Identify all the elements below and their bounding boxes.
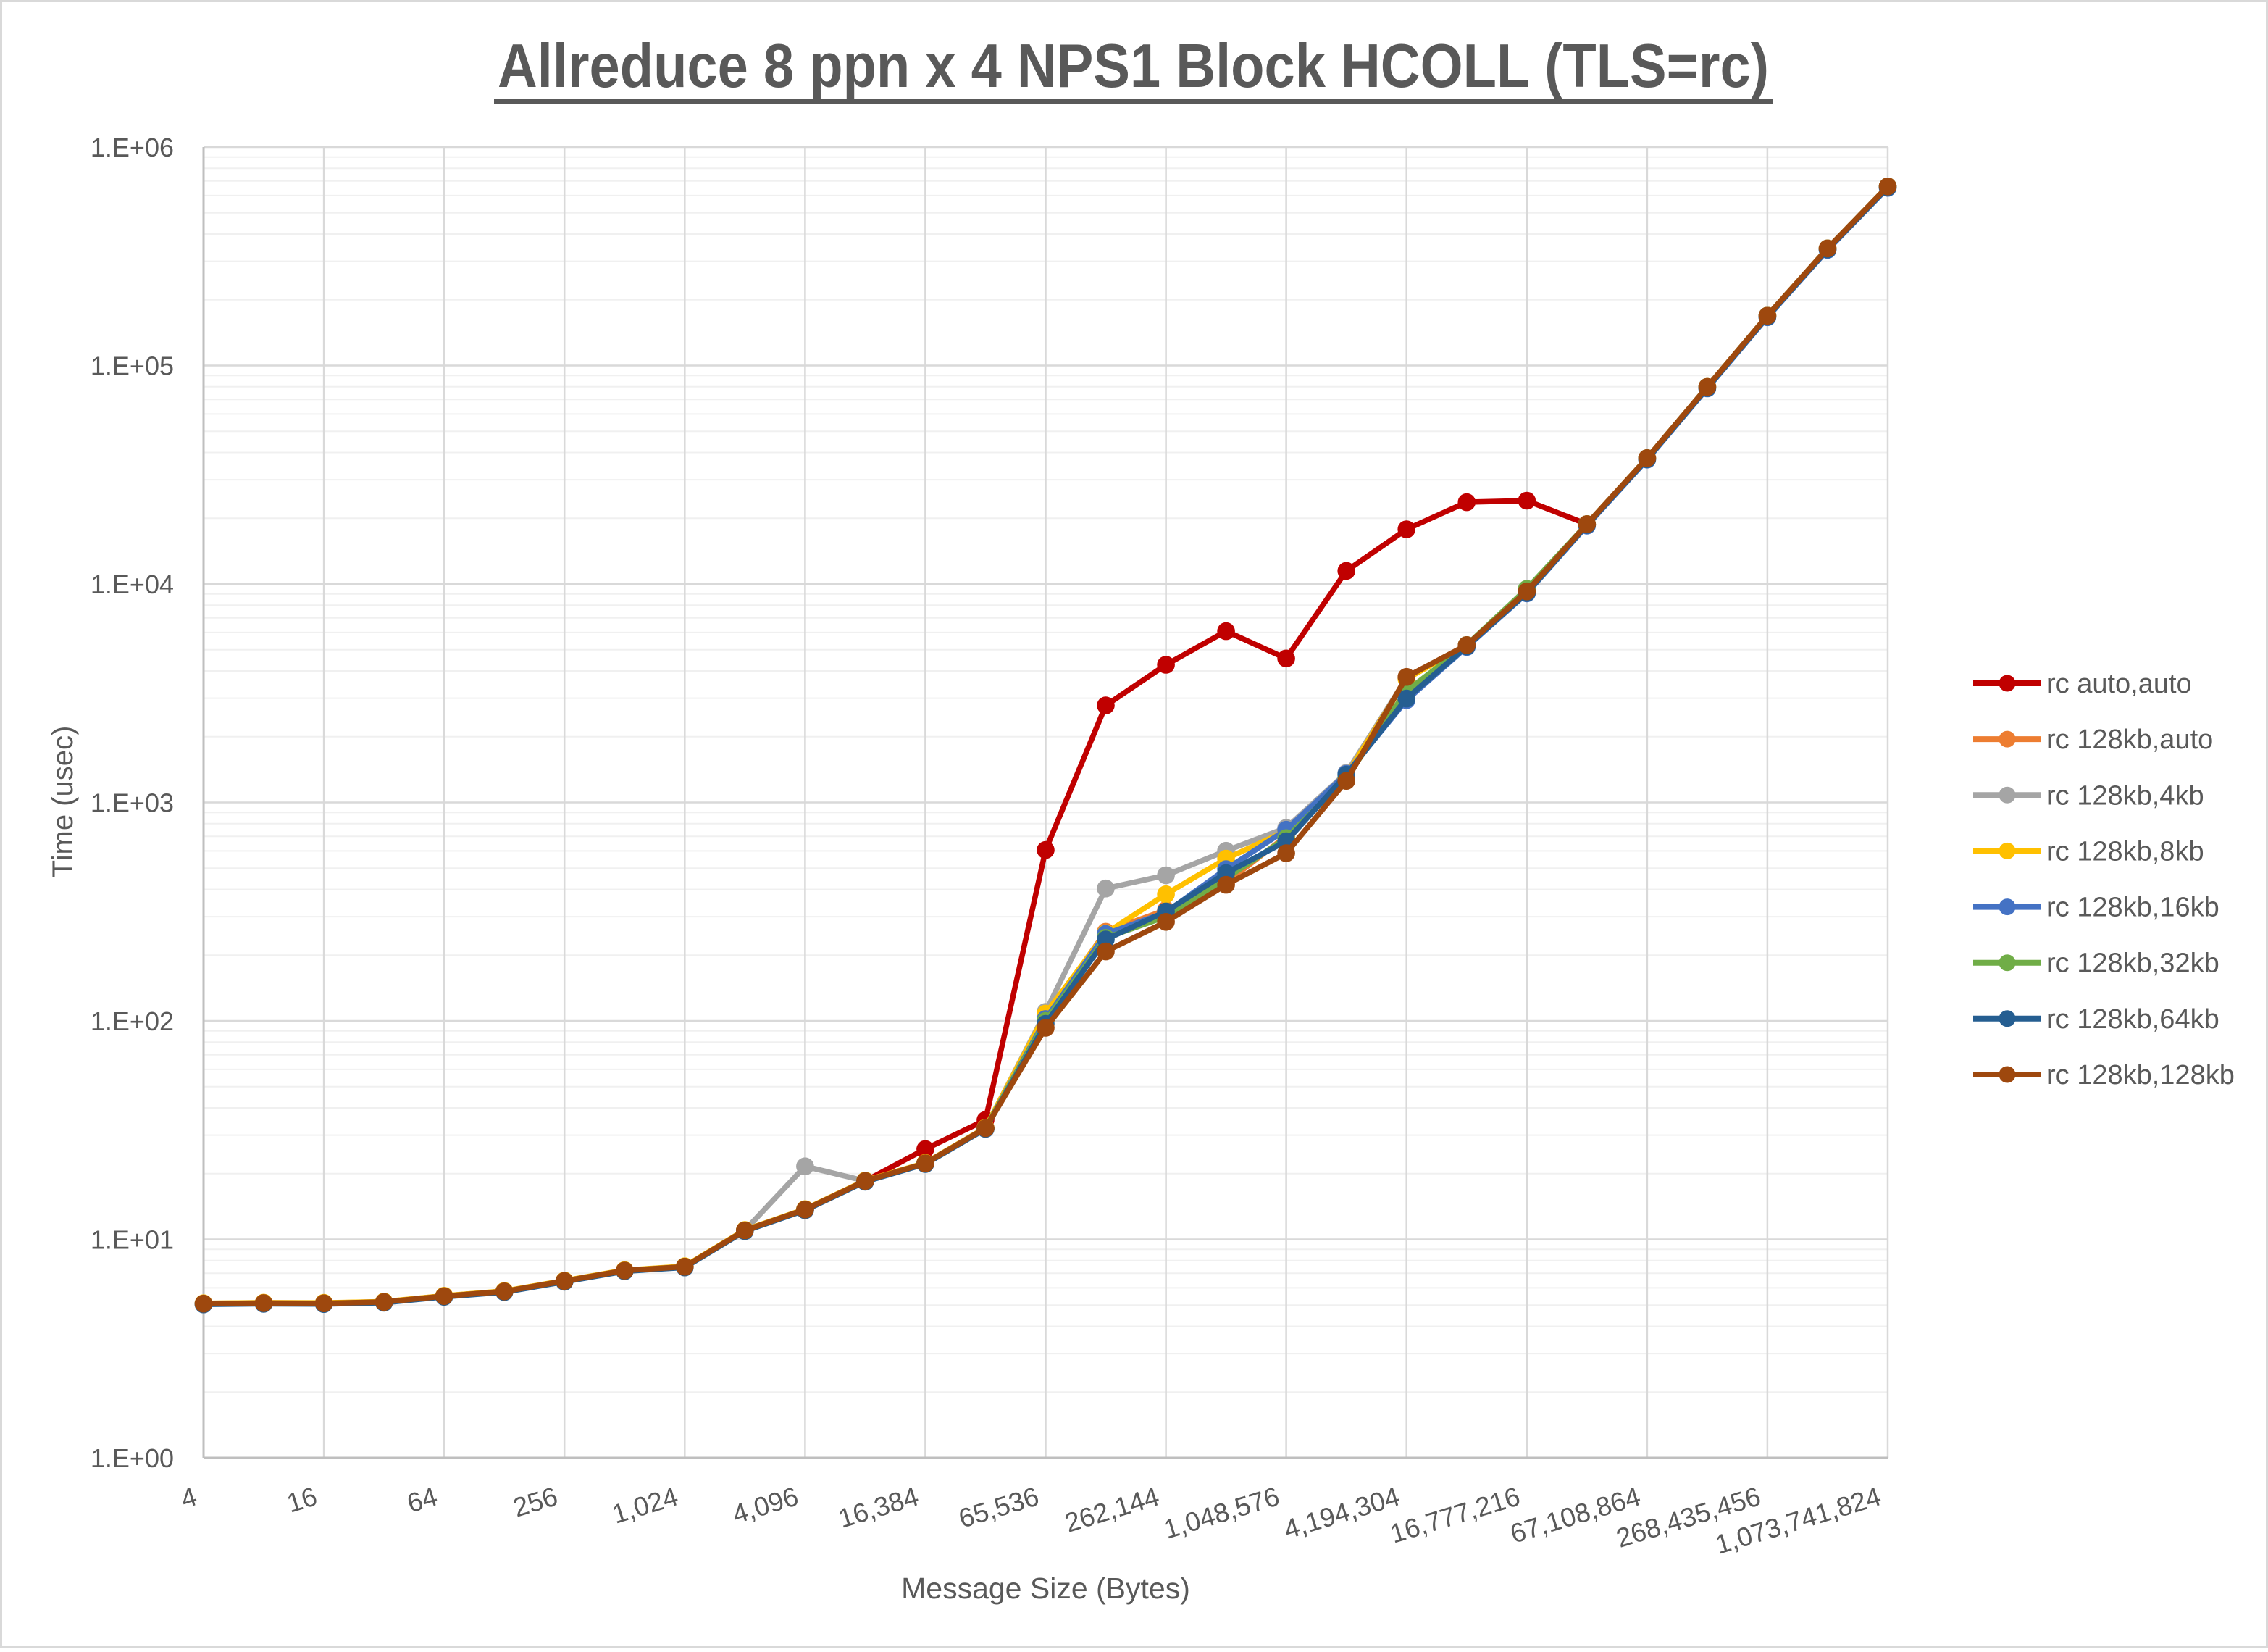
svg-text:1.E+04: 1.E+04 xyxy=(91,570,174,599)
svg-text:1.E+00: 1.E+00 xyxy=(91,1443,174,1473)
svg-text:rc auto,auto: rc auto,auto xyxy=(2046,669,2192,699)
svg-text:rc 128kb,4kb: rc 128kb,4kb xyxy=(2046,780,2204,811)
svg-text:rc 128kb,128kb: rc 128kb,128kb xyxy=(2046,1060,2235,1090)
svg-text:rc 128kb,32kb: rc 128kb,32kb xyxy=(2046,948,2219,979)
svg-text:rc 128kb,8kb: rc 128kb,8kb xyxy=(2046,836,2204,867)
svg-text:1.E+01: 1.E+01 xyxy=(91,1225,174,1255)
svg-text:1.E+02: 1.E+02 xyxy=(91,1006,174,1036)
svg-text:1.E+06: 1.E+06 xyxy=(91,133,174,162)
svg-text:Message Size (Bytes): Message Size (Bytes) xyxy=(901,1572,1190,1605)
svg-text:Allreduce 8 ppn x 4 NPS1 Block: Allreduce 8 ppn x 4 NPS1 Block HCOLL (TL… xyxy=(498,32,1769,101)
svg-text:rc 128kb,auto: rc 128kb,auto xyxy=(2046,725,2213,755)
svg-text:Time (usec): Time (usec) xyxy=(47,726,79,878)
svg-text:1.E+03: 1.E+03 xyxy=(91,788,174,818)
svg-text:1.E+05: 1.E+05 xyxy=(91,351,174,381)
svg-text:rc 128kb,64kb: rc 128kb,64kb xyxy=(2046,1004,2219,1035)
svg-text:rc 128kb,16kb: rc 128kb,16kb xyxy=(2046,893,2219,923)
